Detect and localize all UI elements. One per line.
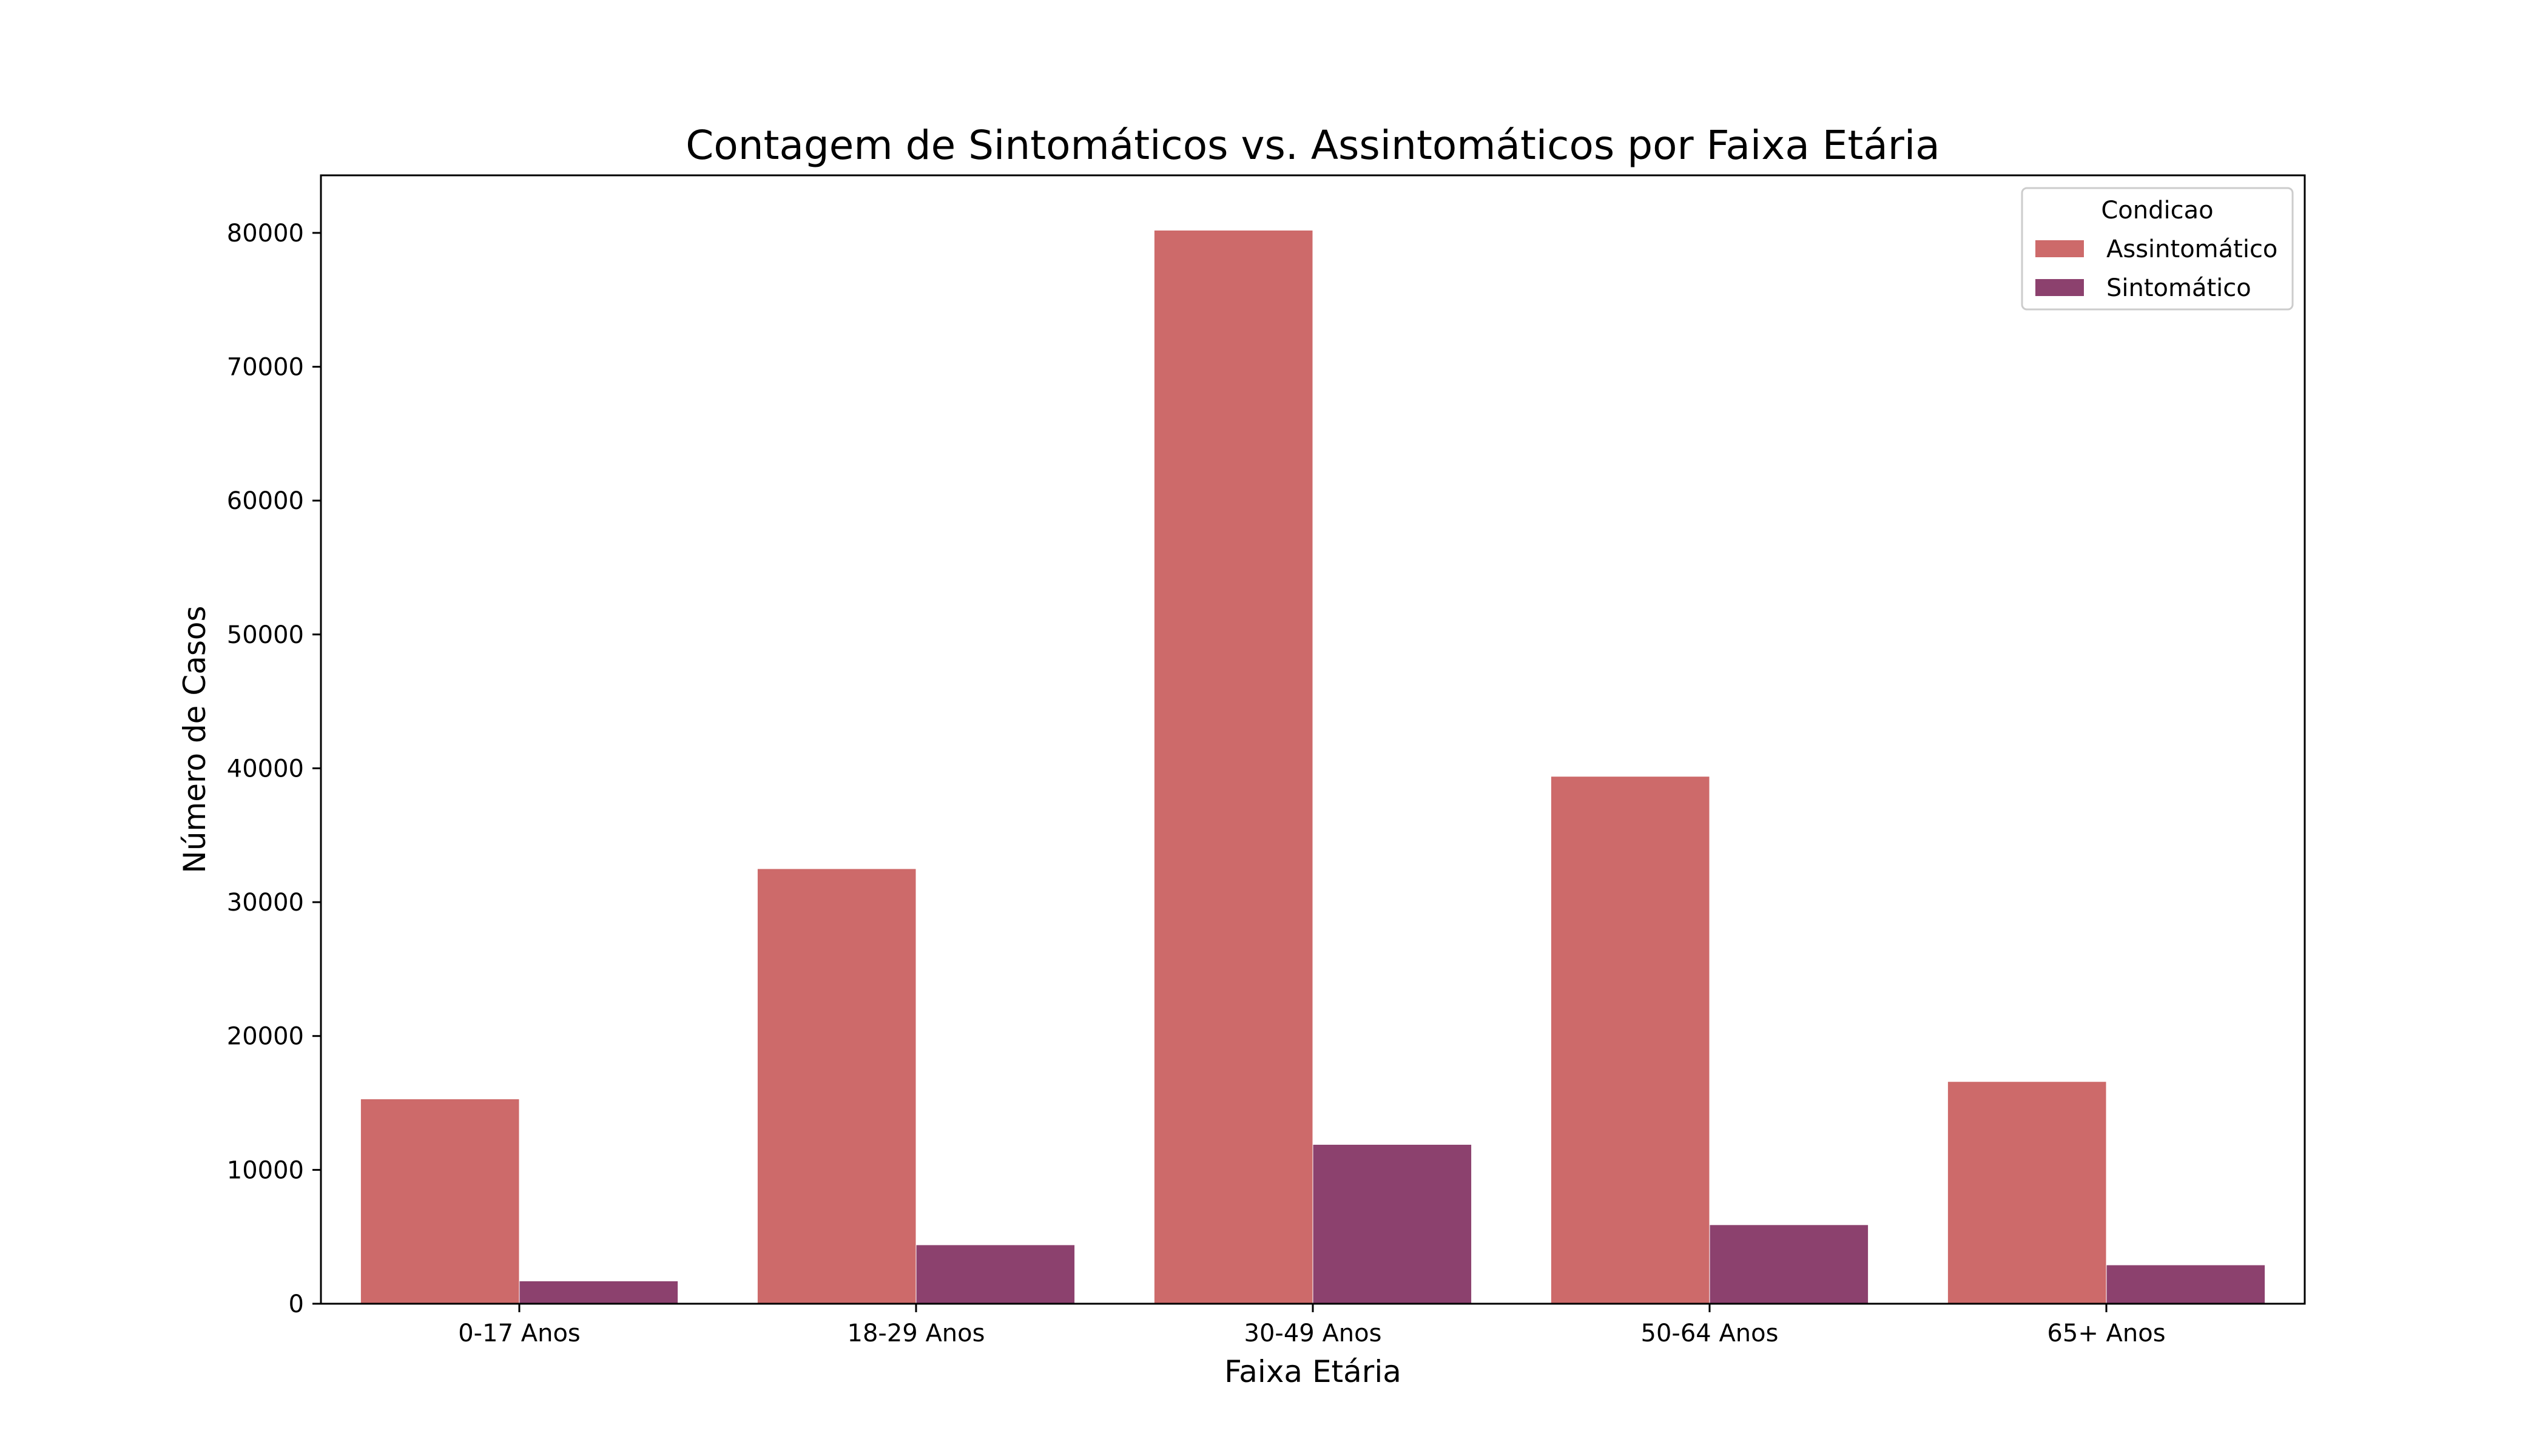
y-axis-title: Número de Casos	[177, 605, 212, 873]
bar-sintomático-5	[2106, 1264, 2266, 1304]
x-tick-label: 65+ Anos	[2047, 1320, 2165, 1347]
legend-items: Assintomático Sintomático	[2035, 235, 2277, 302]
x-tick-label: 30-49 Anos	[1244, 1320, 1382, 1347]
y-tick-label: 70000	[227, 354, 304, 382]
y-tick-label: 40000	[227, 755, 304, 783]
bar-assintomático-3	[1153, 229, 1313, 1304]
bar-assintomático-2	[757, 868, 917, 1304]
legend-swatch-assintomático	[2035, 240, 2084, 257]
y-tick-label: 0	[289, 1290, 304, 1318]
bar-assintomático-1	[360, 1098, 520, 1304]
bar-assintomático-4	[1550, 776, 1710, 1304]
chart-title: Contagem de Sintomáticos vs. Assintomáti…	[686, 122, 1940, 169]
bar-sintomático-2	[915, 1244, 1076, 1304]
plot-frame	[320, 174, 2306, 1305]
legend-title: Condicao	[2101, 197, 2213, 224]
y-tick-label: 20000	[227, 1023, 304, 1051]
x-tick-label: 18-29 Anos	[848, 1320, 985, 1347]
bar-sintomático-4	[1709, 1224, 1869, 1304]
y-tick-label: 80000	[227, 220, 304, 248]
legend-box	[2021, 187, 2294, 311]
legend: Condicao Assintomático Sintomático	[2021, 187, 2294, 311]
bar-sintomático-1	[519, 1280, 679, 1304]
bars-layer	[360, 229, 2266, 1304]
y-tick-label: 10000	[227, 1156, 304, 1184]
x-tick-label: 0-17 Anos	[458, 1320, 581, 1347]
y-tick-label: 60000	[227, 487, 304, 515]
y-axis-ticks: 0 10000 20000 30000 40000 50000 60000 70000 8000…	[227, 220, 321, 1318]
y-tick-label: 30000	[227, 889, 304, 917]
legend-label-sintomático: Sintomático	[2106, 274, 2251, 302]
legend-swatch-sintomático	[2035, 279, 2084, 296]
x-tick-label: 50-64 Anos	[1641, 1320, 1779, 1347]
bar-sintomático-3	[1312, 1144, 1472, 1304]
legend-label-assintomático: Assintomático	[2106, 235, 2277, 263]
x-axis-ticks: 0-17 Anos 18-29 Anos 30-49 Anos 50-64 Anos 6…	[458, 1304, 2166, 1347]
x-axis-title: Faixa Etária	[1224, 1354, 1401, 1389]
y-tick-label: 50000	[227, 621, 304, 649]
bar-assintomático-5	[1947, 1081, 2107, 1304]
